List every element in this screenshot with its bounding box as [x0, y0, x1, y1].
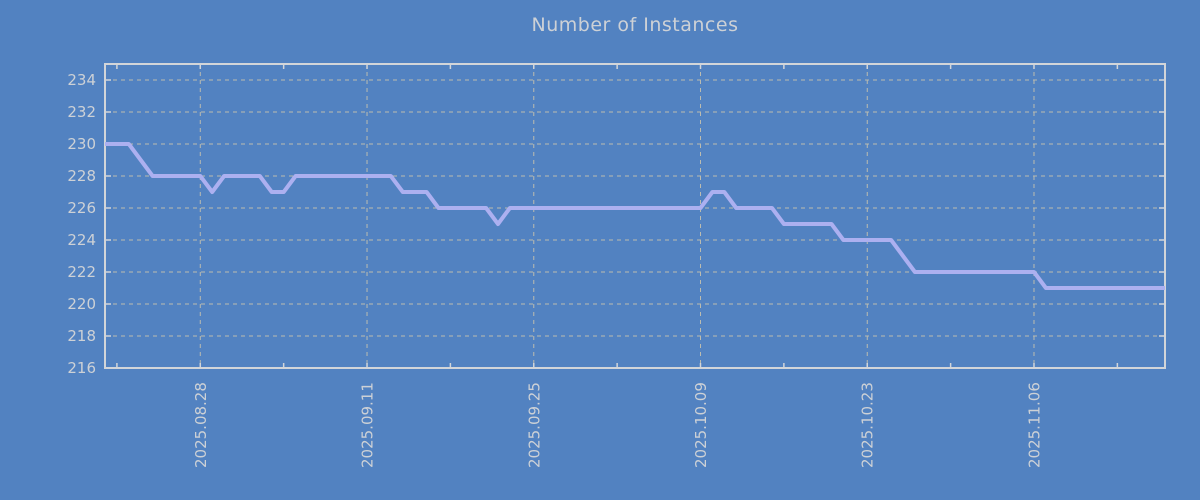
y-tick-label: 222	[67, 263, 96, 281]
y-tick-label: 216	[67, 359, 96, 377]
x-tick-label: 2025.11.06	[1025, 382, 1043, 468]
y-tick-label: 224	[67, 231, 96, 249]
y-tick-label: 218	[67, 327, 96, 345]
y-tick-label: 226	[67, 199, 96, 217]
y-tick-label: 230	[67, 135, 96, 153]
x-tick-label: 2025.08.28	[192, 382, 210, 468]
y-tick-label: 228	[67, 167, 96, 185]
data-line	[105, 142, 1165, 290]
y-tick-label: 234	[67, 71, 96, 89]
y-tick-label: 232	[67, 103, 96, 121]
x-tick-label: 2025.10.23	[859, 382, 877, 468]
x-tick-label: 2025.09.11	[359, 382, 377, 468]
plot-frame	[104, 63, 1166, 369]
chart-title: Number of Instances	[531, 14, 739, 36]
y-tick-label: 220	[67, 295, 96, 313]
x-tick-label: 2025.10.09	[692, 382, 710, 468]
x-tick-label: 2025.09.25	[525, 382, 543, 468]
